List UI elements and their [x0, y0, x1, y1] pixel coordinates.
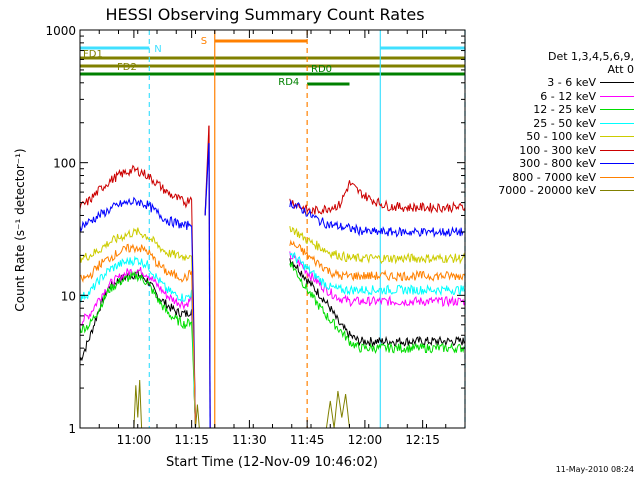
- series-line-6-1: [289, 200, 466, 238]
- legend-entry-6: 300 - 800 keV: [472, 157, 640, 171]
- series-line-6-0: [79, 196, 196, 429]
- y-tick-label-3: 1000: [45, 24, 76, 38]
- legend-label-7: 800 - 7000 keV: [512, 170, 596, 184]
- legend-header-1: Det 1,3,4,5,6,9,: [547, 50, 634, 63]
- y-axis-ticks: 1 10 100 1000: [45, 24, 465, 436]
- series-line-5-1: [289, 180, 466, 215]
- x-tick-label-3: 11:45: [290, 433, 325, 447]
- series-line-8-1: [195, 404, 200, 429]
- legend-entries: 3 - 6 keV 6 - 12 keV 12 - 25 keV 25 - 50 ke…: [472, 76, 640, 198]
- legend-swatch-1: [600, 95, 634, 97]
- legend: Det 1,3,4,5,6,9, Att 0 3 - 6 keV 6 - 12 k…: [472, 50, 640, 198]
- legend-entry-4: 50 - 100 keV: [472, 130, 640, 144]
- series-line-4-0: [79, 227, 196, 429]
- legend-entry-2: 12 - 25 keV: [472, 103, 640, 117]
- flag-label-fd1: FD1: [83, 49, 103, 60]
- series-line-1-1: [289, 251, 466, 308]
- legend-entry-1: 6 - 12 keV: [472, 90, 640, 104]
- flag-label-rd4: RD4: [278, 77, 299, 88]
- x-tick-label-5: 12:15: [405, 433, 440, 447]
- series-line-0-1: [289, 258, 466, 348]
- x-tick-label-4: 12:00: [348, 433, 383, 447]
- flag-label-n: N: [154, 44, 161, 55]
- x-axis-label: Start Time (12-Nov-09 10:46:02): [166, 455, 378, 470]
- legend-swatch-5: [600, 149, 634, 151]
- legend-header-2: Att 0: [607, 63, 634, 76]
- legend-swatch-3: [600, 122, 634, 124]
- legend-swatch-7: [600, 176, 634, 178]
- series-line-7-1: [289, 239, 466, 282]
- legend-swatch-2: [600, 109, 634, 110]
- flag-label-rd0: RD0: [311, 64, 332, 75]
- legend-entry-7: 800 - 7000 keV: [472, 171, 640, 185]
- legend-swatch-8: [600, 190, 634, 191]
- series-line-8-2: [325, 390, 350, 429]
- series-line-3-1: [289, 251, 466, 297]
- series-line-5-0: [79, 164, 196, 429]
- legend-entry-3: 25 - 50 keV: [472, 117, 640, 131]
- render-timestamp: 11-May-2010 08:24: [555, 465, 634, 474]
- series-line-1-0: [79, 266, 196, 429]
- peak-spike-1: [204, 143, 210, 216]
- legend-label-5: 100 - 300 keV: [519, 143, 596, 157]
- legend-entry-5: 100 - 300 keV: [472, 144, 640, 158]
- series-line-2-1: [289, 261, 466, 355]
- y-tick-label-2: 100: [53, 157, 76, 171]
- series-line-2-0: [79, 270, 196, 429]
- series-line-4-1: [289, 226, 466, 265]
- x-tick-label-2: 11:30: [232, 433, 267, 447]
- legend-label-6: 300 - 800 keV: [519, 157, 596, 170]
- series-line-7-0: [79, 243, 196, 429]
- series-line-8-0: [133, 379, 143, 429]
- flag-label-s: S: [201, 36, 207, 47]
- series-line-3-0: [79, 255, 196, 429]
- y-tick-label-0: 1: [68, 422, 76, 436]
- peak-drop-1: [208, 143, 211, 429]
- flag-label-fd2: FD2: [117, 62, 137, 73]
- legend-label-0: 3 - 6 keV: [547, 76, 596, 89]
- legend-swatch-4: [600, 136, 634, 137]
- series-line-0-0: [79, 269, 196, 429]
- legend-entry-0: 3 - 6 keV: [472, 76, 640, 90]
- legend-swatch-6: [600, 163, 634, 164]
- state-vlines: [148, 30, 466, 428]
- legend-label-8: 7000 - 20000 keV: [498, 184, 596, 197]
- series-lines: [79, 125, 466, 429]
- y-axis-label: Count Rate (s⁻¹ detector⁻¹): [13, 148, 27, 311]
- legend-label-1: 6 - 12 keV: [540, 89, 596, 103]
- legend-label-2: 12 - 25 keV: [533, 103, 596, 116]
- legend-label-4: 50 - 100 keV: [526, 130, 596, 143]
- legend-entry-8: 7000 - 20000 keV: [472, 184, 640, 198]
- legend-swatch-0: [600, 82, 634, 83]
- chart-title: HESSI Observing Summary Count Rates: [105, 5, 424, 24]
- flag-bars: N S FD1 FD2 RD0 RD4: [80, 36, 465, 88]
- x-tick-label-1: 11:15: [174, 433, 209, 447]
- x-axis-ticks: 11:00 11:15 11:30 11:45 12:00 12:15: [79, 30, 466, 447]
- y-tick-label-1: 10: [61, 289, 76, 303]
- legend-label-3: 25 - 50 keV: [533, 116, 596, 130]
- x-tick-label-0: 11:00: [117, 433, 152, 447]
